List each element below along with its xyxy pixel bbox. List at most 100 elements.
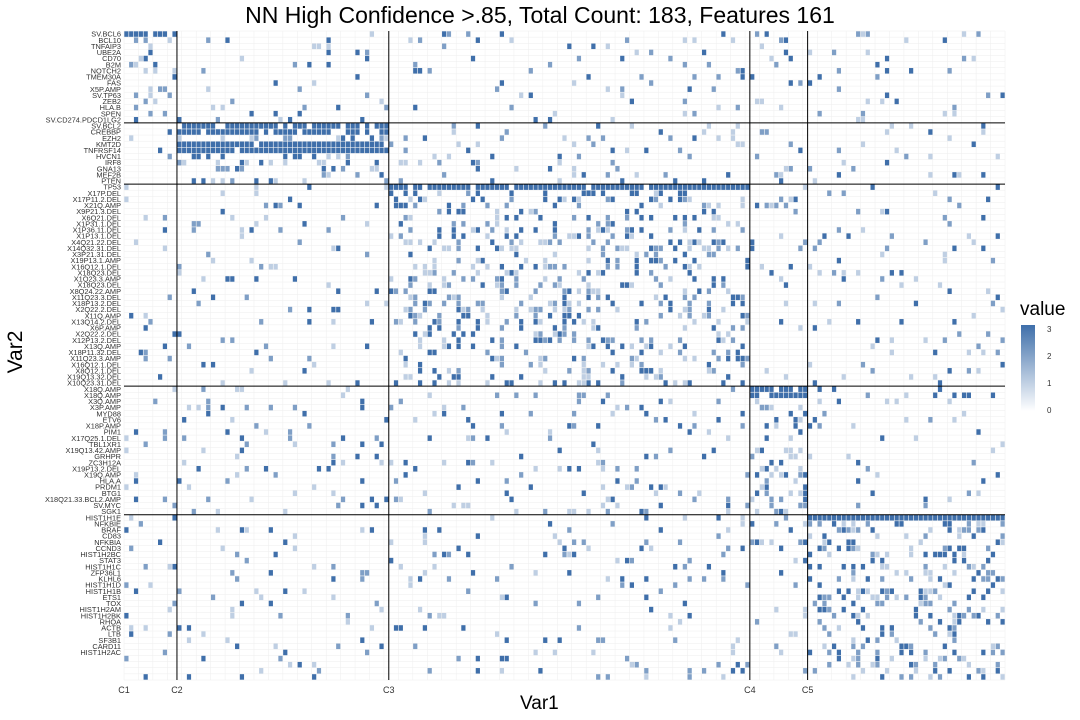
heatmap-cell [605,214,610,221]
heatmap-cell [283,588,288,594]
heatmap-cell [634,355,639,362]
heatmap-cell [494,355,500,362]
heatmap-cell [663,294,668,301]
heatmap-cell [230,570,235,576]
heatmap-cell [470,227,476,233]
heatmap-cell [167,92,172,99]
heatmap-cell [798,447,803,454]
heatmap-cell [316,668,322,674]
y-tick-label: X11Q.AMP [85,311,121,320]
heatmap-cell [268,570,273,576]
heatmap-cell [668,306,673,313]
heatmap-cell [957,202,962,209]
heatmap-cell [615,306,620,313]
heatmap-cell [519,227,524,233]
heatmap-cell [865,588,870,594]
heatmap-cell [942,643,947,650]
heatmap-cell [735,68,740,74]
heatmap-cell [408,374,413,380]
heatmap-cell [417,576,423,582]
heatmap-cell [827,594,832,601]
heatmap-cell [379,135,384,141]
heatmap-cell [889,349,894,356]
heatmap-cell [543,239,548,245]
y-tick-label: SF3B1 [98,636,121,645]
heatmap-cell [620,178,625,184]
heatmap-cell [870,490,875,497]
heatmap-cell [620,184,625,190]
heatmap-cell [721,337,726,343]
heatmap-cell [605,343,610,350]
heatmap-cell [336,288,341,294]
heatmap-cell [167,606,172,613]
heatmap-cell [677,196,683,203]
heatmap-cell [856,502,861,509]
heatmap-cell [610,496,615,503]
heatmap-cell [605,496,610,503]
heatmap-cell [129,514,134,521]
heatmap-cell [803,606,808,613]
heatmap-cell [909,551,914,558]
heatmap-cell [942,563,947,570]
heatmap-cell [461,276,466,282]
heatmap-cell [230,337,235,343]
heatmap-cell [827,606,832,613]
heatmap-cell [716,104,721,111]
heatmap-cell [913,435,919,441]
heatmap-cell [995,153,1000,160]
heatmap-cell [312,129,317,135]
heatmap-cell [909,374,914,380]
heatmap-cell [779,319,784,325]
heatmap-cell [581,190,586,197]
y-tick-label: X3P.AMP [90,403,121,412]
heatmap-cell [403,288,408,294]
heatmap-cell [456,184,461,190]
heatmap-cell [764,490,769,497]
heatmap-cell [340,392,346,399]
heatmap-cell [413,263,418,270]
heatmap-cell [581,355,586,362]
heatmap-cell [706,306,712,313]
heatmap-cell [981,245,986,252]
y-tick-label: SPEN [101,109,121,118]
heatmap-cell [875,294,880,301]
heatmap-cell [422,533,427,539]
heatmap-cell [721,570,726,576]
heatmap-cell [986,514,991,521]
heatmap-cell [427,288,432,294]
heatmap-cell [880,588,885,594]
heatmap-cell [143,625,148,631]
heatmap-cell [687,196,692,203]
heatmap-cell [292,147,298,154]
y-tick-label: X17Q25.1.DEL [71,434,121,443]
heatmap-cell [909,674,914,680]
heatmap-cell [239,227,245,233]
heatmap-cell [923,337,928,343]
heatmap-cell [995,184,1000,190]
heatmap-cell [961,410,967,417]
heatmap-cell [499,355,505,362]
heatmap-cell [283,141,288,148]
y-tick-label: SV.MYC [93,501,121,510]
heatmap-cell [326,61,331,68]
heatmap-cell [803,557,808,564]
heatmap-cell [446,576,452,582]
heatmap-cell [422,625,427,631]
heatmap-cell [856,208,861,215]
heatmap-cell [836,655,842,662]
heatmap-cell [581,368,586,374]
heatmap-cell [413,68,418,74]
heatmap-cell [961,527,967,533]
heatmap-cell [374,202,379,209]
heatmap-cell [182,417,187,423]
heatmap-cell [629,282,634,288]
heatmap-cell [942,110,947,117]
heatmap-cell [263,429,269,435]
heatmap-cell [995,472,1000,478]
heatmap-cell [754,447,760,454]
heatmap-cell [297,123,302,129]
heatmap-cell [615,166,620,172]
heatmap-cell [933,374,938,380]
heatmap-cell [326,43,331,50]
